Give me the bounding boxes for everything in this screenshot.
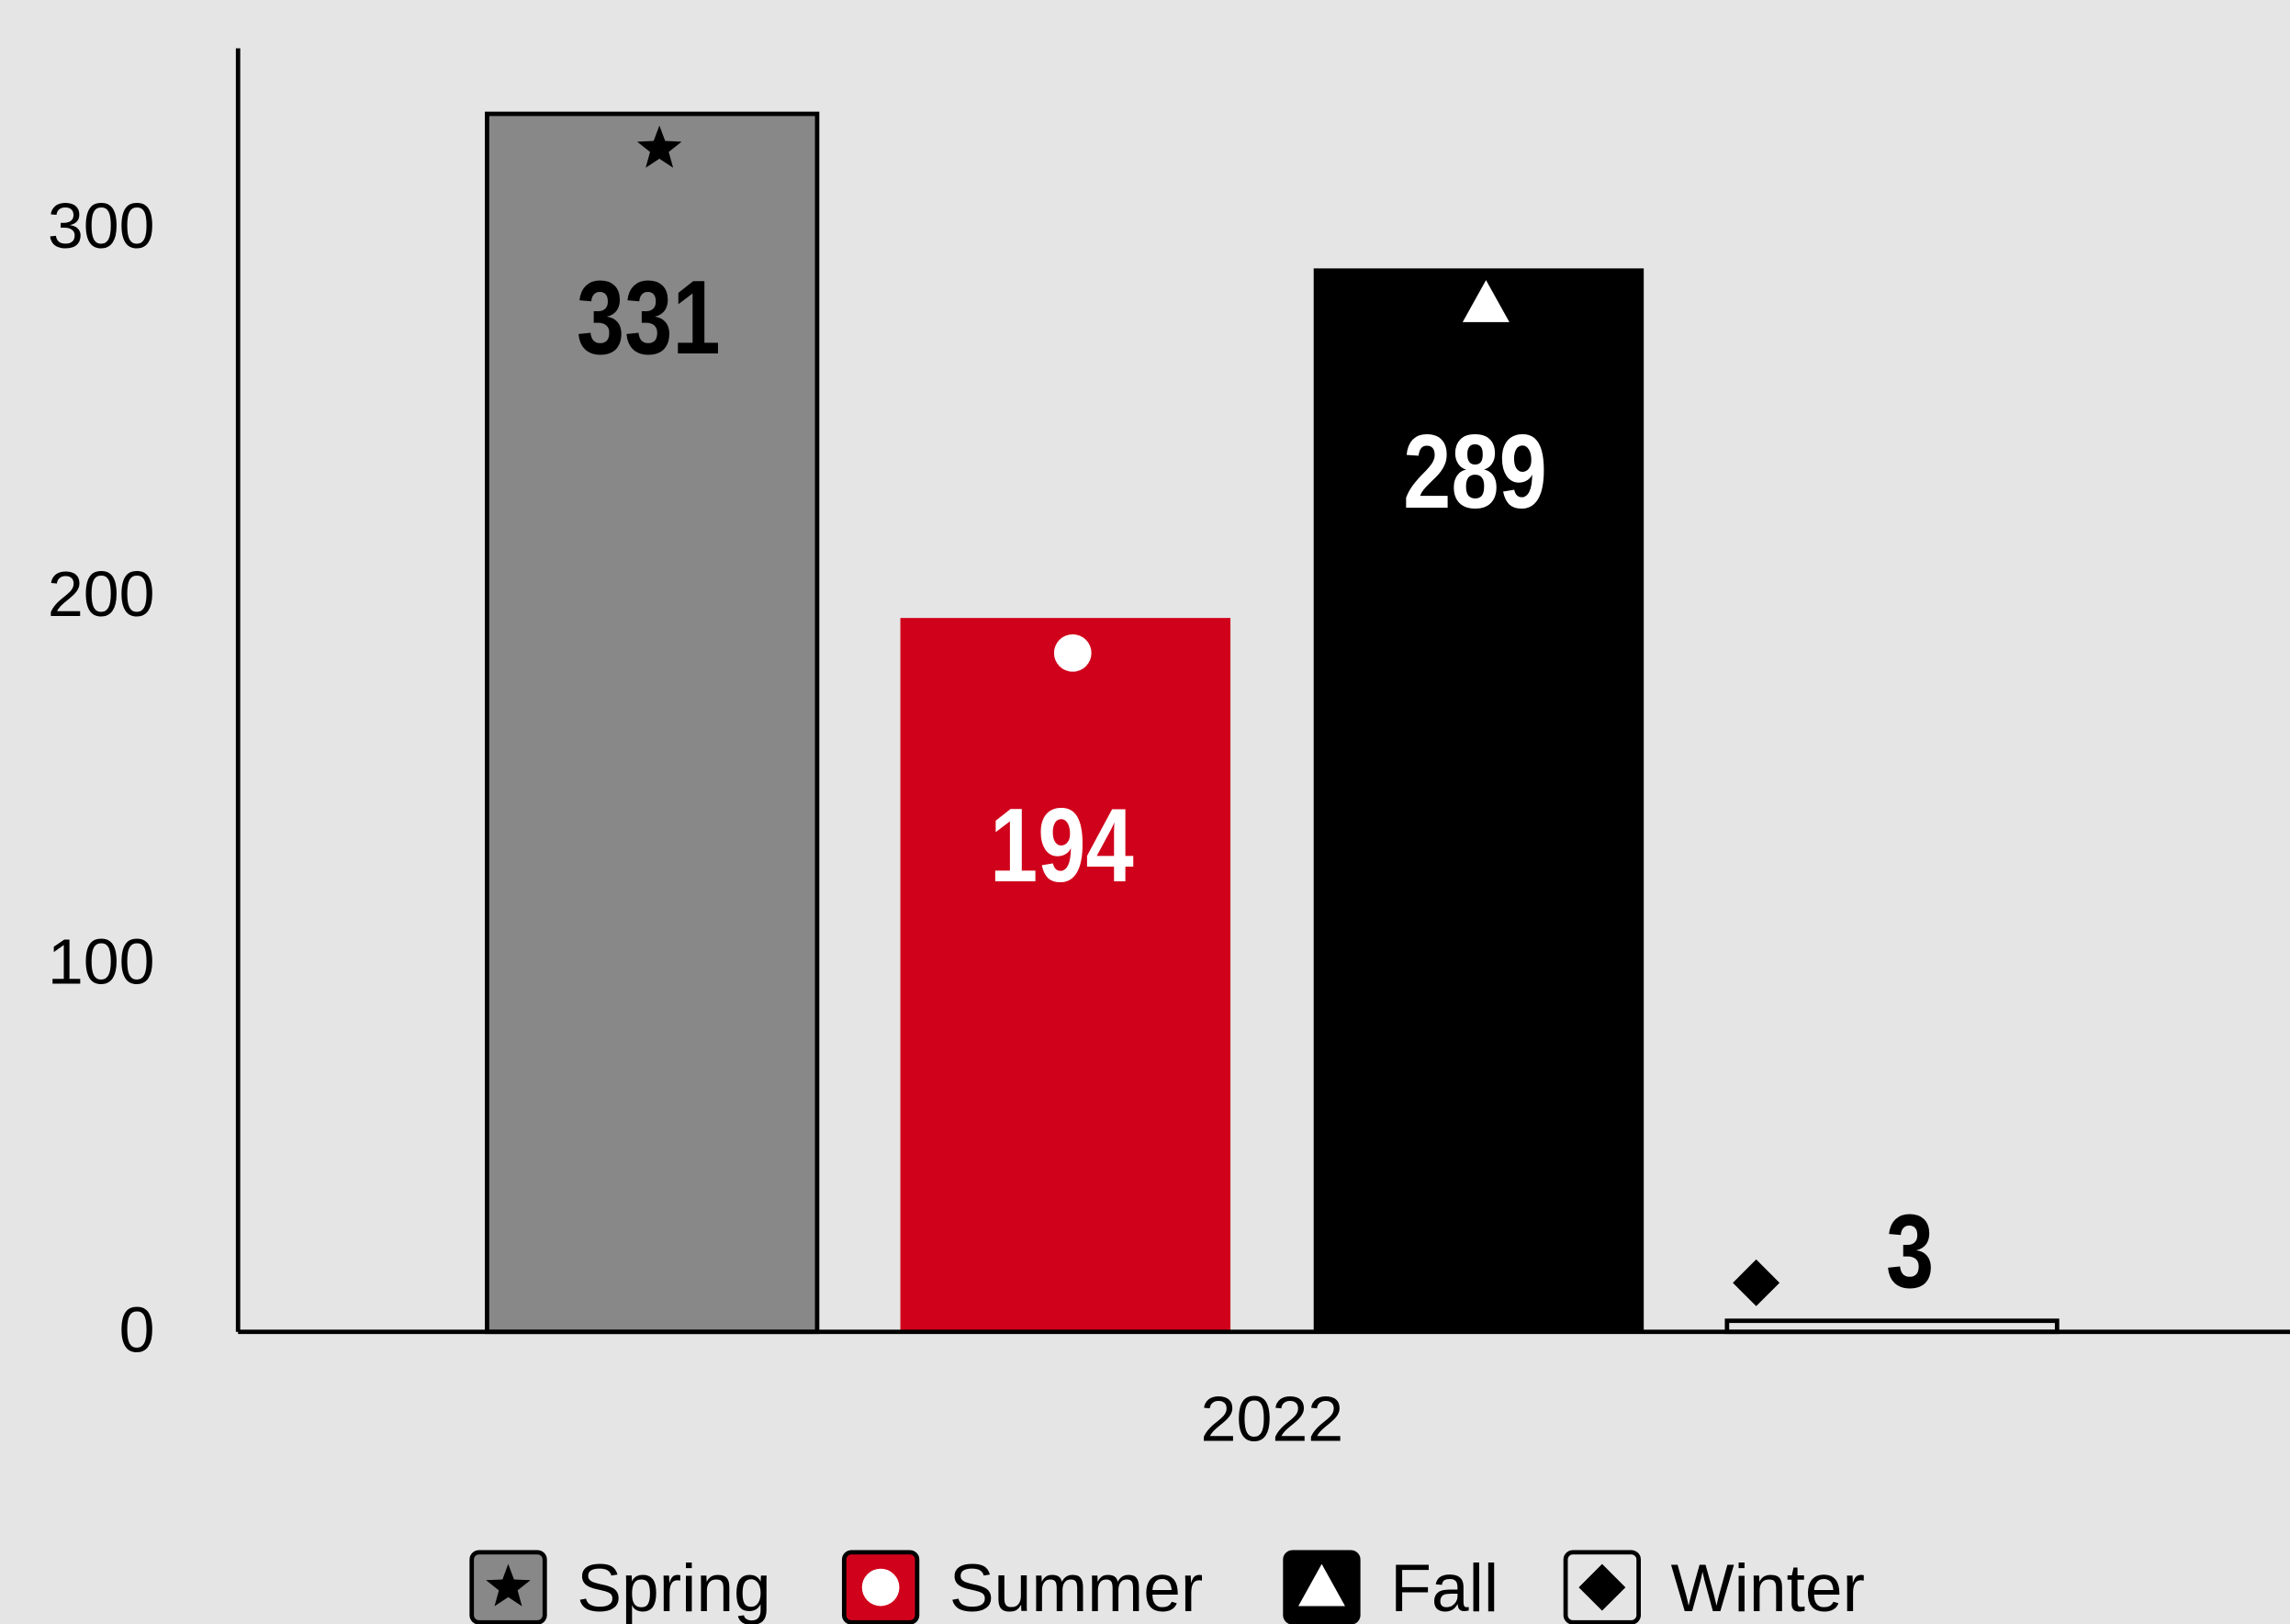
y-tick-label: 100 bbox=[48, 926, 155, 998]
legend-label: Spring bbox=[577, 1551, 770, 1624]
x-tick-label: 2022 bbox=[1201, 1383, 1344, 1454]
marker bbox=[1053, 633, 1092, 672]
y-tick-label: 300 bbox=[48, 190, 155, 262]
legend-label: Winter bbox=[1671, 1551, 1865, 1624]
bar bbox=[900, 618, 1231, 1332]
bar bbox=[485, 111, 820, 1335]
legend-label: Fall bbox=[1390, 1551, 1499, 1624]
legend-marker bbox=[486, 1563, 531, 1607]
data-label: 3 bbox=[1886, 1193, 1934, 1310]
legend-marker bbox=[1298, 1563, 1345, 1607]
y-tick-label: 200 bbox=[48, 558, 155, 630]
data-label: 289 bbox=[1403, 413, 1547, 531]
marker bbox=[1462, 280, 1510, 322]
marker bbox=[1733, 1259, 1780, 1306]
marker bbox=[636, 125, 682, 168]
data-label: 331 bbox=[577, 259, 721, 376]
legend-marker bbox=[861, 1568, 900, 1607]
legend-label: Summer bbox=[949, 1551, 1203, 1624]
legend-marker bbox=[1578, 1563, 1626, 1611]
data-label: 194 bbox=[990, 787, 1134, 904]
y-tick-label: 0 bbox=[119, 1294, 155, 1365]
bar bbox=[1313, 268, 1645, 1332]
